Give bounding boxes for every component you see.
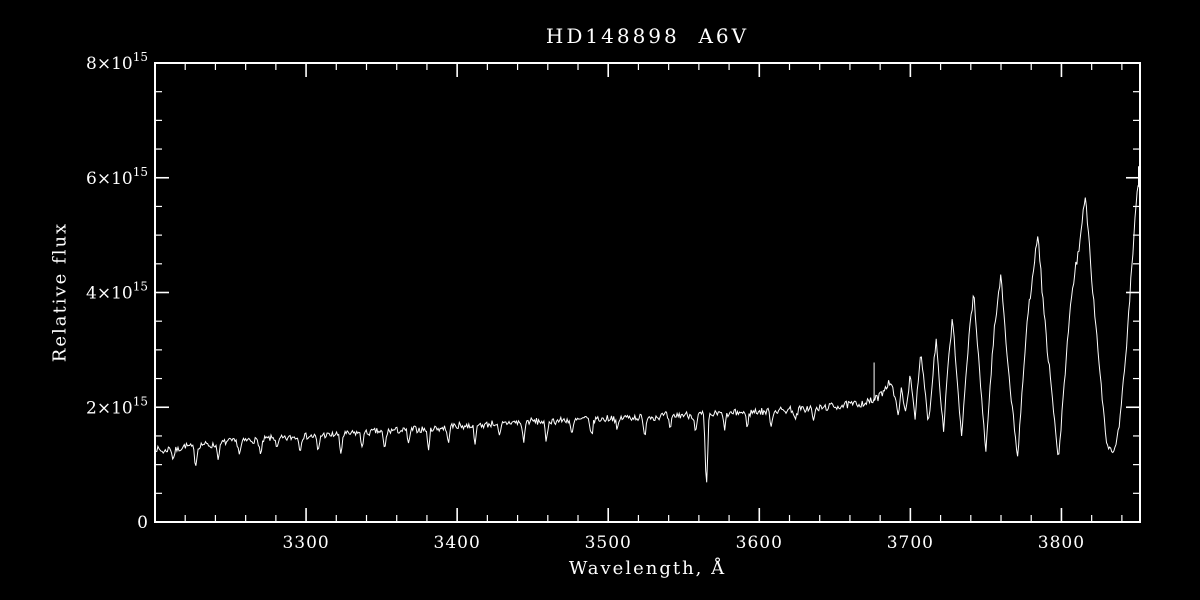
svg-text:3300: 3300 [282,533,329,553]
svg-text:2×1015: 2×1015 [86,394,148,418]
svg-text:8×1015: 8×1015 [86,50,148,74]
svg-text:6×1015: 6×1015 [86,165,148,189]
svg-text:3800: 3800 [1038,533,1085,553]
y-axis-label: Relative flux [49,221,71,363]
x-axis-label: Wavelength, Å [568,558,727,579]
svg-text:4×1015: 4×1015 [86,280,148,304]
svg-text:3600: 3600 [736,533,783,553]
svg-text:3500: 3500 [585,533,632,553]
svg-text:0: 0 [137,513,148,533]
chart-title: HD148898 A6V [545,24,750,48]
svg-text:3400: 3400 [434,533,481,553]
svg-text:3700: 3700 [887,533,934,553]
